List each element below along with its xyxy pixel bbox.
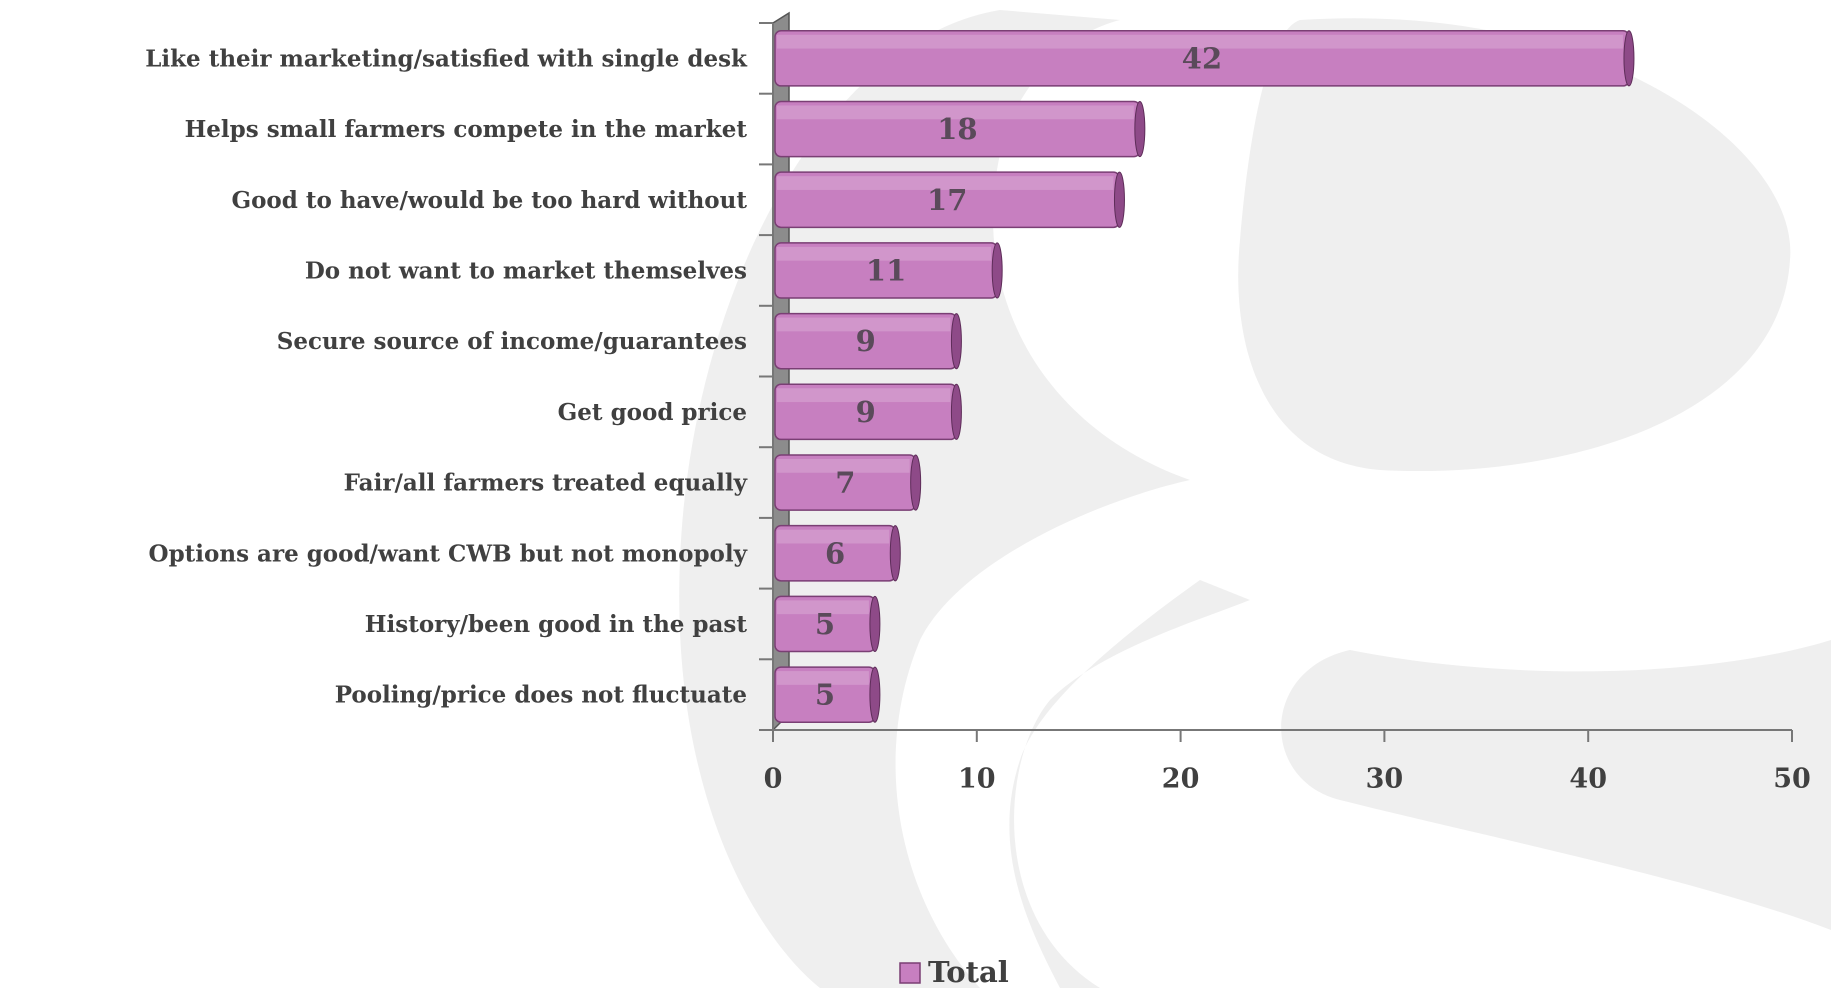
x-tick-label: 50: [1773, 764, 1811, 795]
y-tick-label: Do not want to market themselves: [305, 257, 747, 284]
bar-highlight: [777, 176, 1114, 190]
bar-cap: [991, 242, 1003, 299]
x-tick-label: 10: [958, 764, 996, 795]
y-tick-label: Options are good/want CWB but not monopo…: [149, 540, 748, 567]
data-label: 6: [825, 536, 845, 570]
bar-cap: [1134, 100, 1146, 158]
bar-highlight: [777, 529, 890, 544]
data-label: 9: [856, 324, 876, 358]
bar-cap: [889, 525, 901, 582]
bar-cap: [950, 383, 962, 440]
y-tick-label: Fair/all farmers treated equally: [344, 470, 748, 497]
x-tick-label: 20: [1162, 764, 1200, 795]
bar-cap: [1113, 171, 1125, 228]
x-tick-label: 40: [1569, 764, 1607, 795]
bar-cap: [869, 666, 881, 723]
y-tick-label: Helps small farmers compete in the marke…: [185, 116, 748, 143]
bar-highlight: [777, 600, 869, 615]
y-tick-label: Like their marketing/satisfied with sing…: [145, 45, 748, 72]
data-label: 17: [927, 183, 967, 217]
bar-cap: [910, 454, 922, 511]
y-tick-label: Good to have/would be too hard without: [231, 187, 747, 214]
data-label: 5: [815, 678, 835, 712]
data-label: 11: [866, 253, 906, 287]
bar-highlight: [777, 246, 992, 261]
data-label: 18: [937, 112, 977, 146]
legend-swatch: [899, 962, 921, 984]
bar-highlight: [777, 105, 1134, 120]
background-shape: [1281, 640, 1831, 930]
bar-cap: [1623, 30, 1635, 87]
bar-cap: [869, 595, 881, 653]
x-tick-label: 30: [1366, 764, 1404, 795]
data-label: 42: [1182, 41, 1222, 75]
y-tick-label: Get good price: [558, 399, 747, 426]
bar-highlight: [777, 34, 1623, 49]
bar-highlight: [777, 317, 951, 332]
x-tick-label: 0: [764, 764, 783, 795]
y-tick-label: Secure source of income/guarantees: [277, 328, 747, 355]
bar-cap: [950, 313, 962, 370]
background-shape: [1238, 18, 1791, 472]
bar-highlight: [777, 458, 910, 473]
data-label: 7: [835, 466, 855, 500]
data-label: 5: [815, 607, 835, 641]
y-tick-label: Pooling/price does not fluctuate: [335, 682, 747, 709]
bar-highlight: [777, 388, 951, 403]
data-label: 9: [856, 395, 876, 429]
legend-label: Total: [928, 955, 1009, 988]
y-tick-label: History/been good in the past: [365, 611, 748, 638]
bar-highlight: [777, 671, 869, 685]
